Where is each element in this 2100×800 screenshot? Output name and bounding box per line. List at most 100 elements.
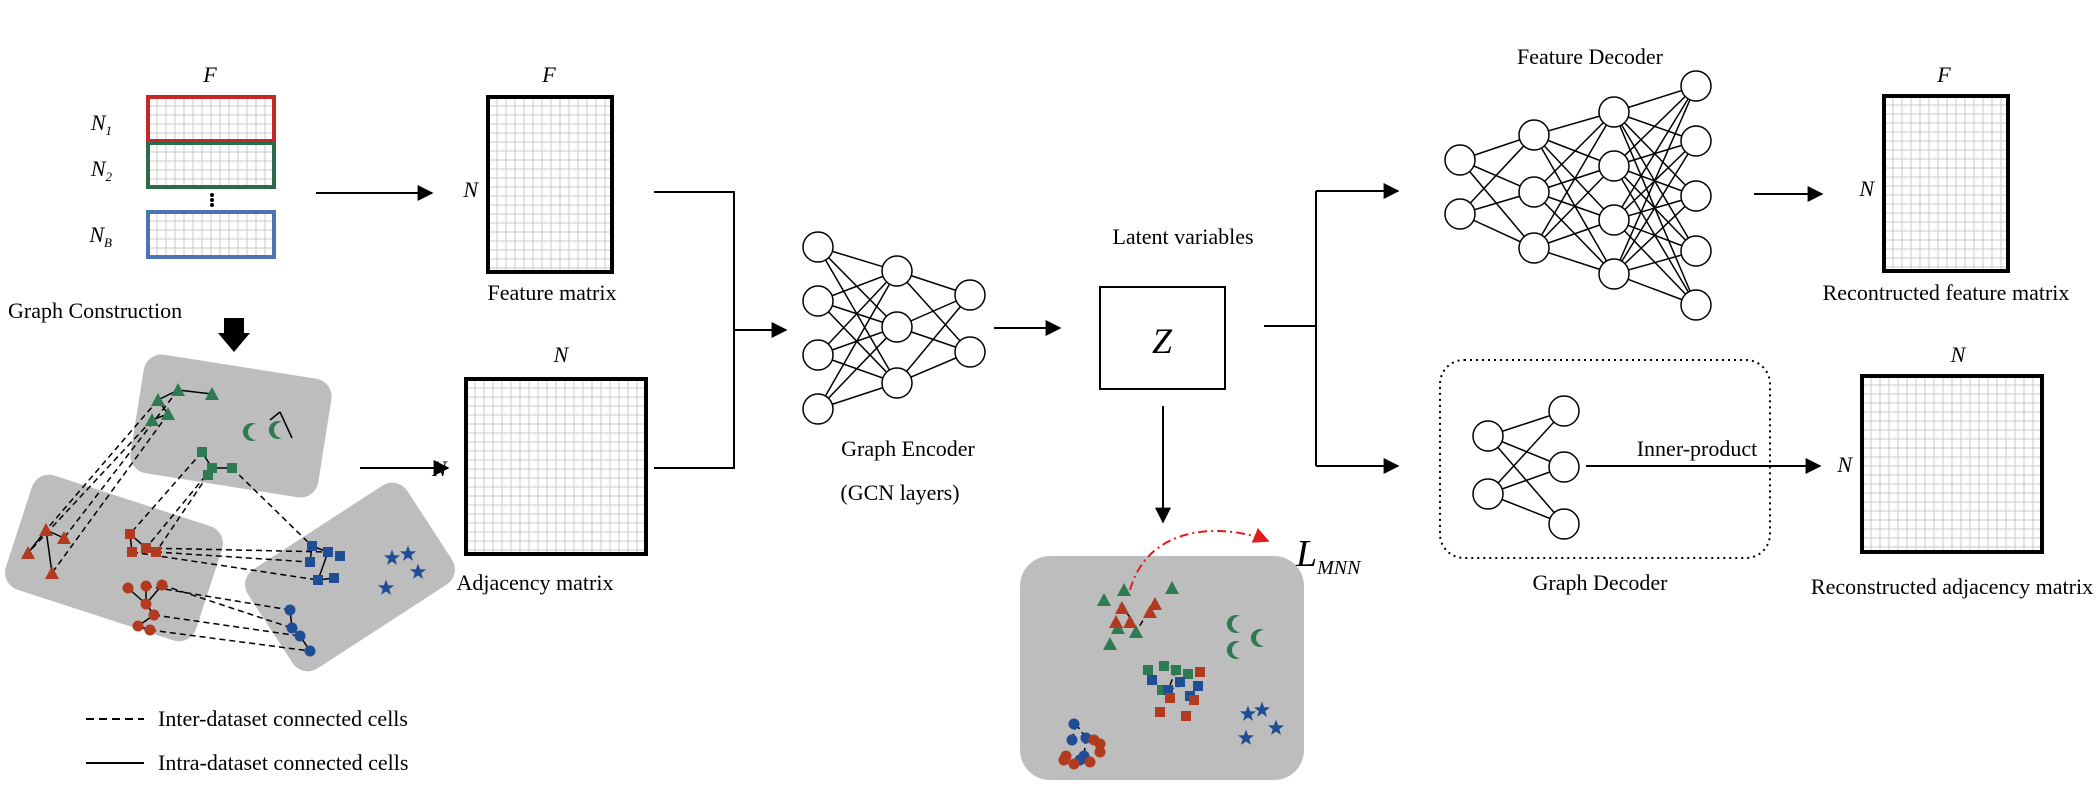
inter-dataset-edge [231, 467, 313, 547]
network-connection [1459, 134, 1535, 215]
triangle-cell [1143, 605, 1157, 618]
triangle-cell [1165, 581, 1179, 594]
triangle-cell [151, 393, 165, 406]
network-node [881, 311, 913, 343]
triangle-cell [145, 413, 159, 426]
red-dataset-panel [5, 474, 223, 642]
reconstructed-adjacency-matrix: N N Reconstructed adjacency matrix [1811, 342, 2093, 599]
square-cell [335, 551, 345, 561]
legend-intra-label: Intra-dataset connected cells [158, 750, 408, 775]
network-node [881, 367, 913, 399]
network-node [802, 393, 834, 425]
legend: Inter-dataset connected cells Intra-data… [86, 706, 408, 775]
inter-dataset-edge [45, 399, 159, 531]
triangle-cell [1097, 593, 1111, 606]
square-cell [307, 541, 317, 551]
feature-decoder-title: Feature Decoder [1517, 44, 1664, 69]
network-connection [1459, 159, 1535, 249]
network-node [1444, 144, 1476, 176]
graph-encoder-network [802, 231, 986, 425]
mnn-loss-label: LMNN [1295, 533, 1362, 579]
mnn-loss-arrow [1129, 528, 1270, 591]
blue-dataset-panel [245, 482, 455, 672]
crescent-cell [242, 423, 256, 441]
network-connection [896, 294, 971, 384]
adjacency-matrix: N Adjacency matrix [457, 342, 648, 595]
square-cell [1157, 685, 1167, 695]
square-cell [197, 447, 207, 457]
network-node [1680, 70, 1712, 102]
triangle-cell [205, 387, 219, 400]
inter-dataset-edge [149, 629, 311, 652]
network-connection [817, 270, 898, 410]
recon-feature-box [1882, 94, 2010, 273]
triangle-cell [1109, 615, 1123, 628]
network-node [1472, 420, 1504, 452]
latent-variables-title: Latent variables [1112, 224, 1253, 249]
intra-dataset-edge [45, 529, 53, 574]
network-connection [1613, 140, 1697, 275]
dataset-n2-box [146, 141, 276, 189]
square-cell [1165, 693, 1175, 703]
inter-dataset-edge [145, 547, 329, 553]
input-f-label: F [202, 62, 217, 87]
network-connection [817, 326, 898, 410]
network-node [1680, 289, 1712, 321]
recon-adjacency-caption: Reconstructed adjacency matrix [1811, 574, 2093, 599]
network-node [1518, 119, 1550, 151]
network-connection [1533, 191, 1615, 275]
circle-cell [304, 645, 316, 657]
network-node [881, 255, 913, 287]
square-cell [207, 463, 217, 473]
reconstructed-feature-matrix: F N Recontructed feature matrix [1823, 62, 2070, 305]
circle-cell [286, 622, 298, 634]
network-connection [817, 270, 898, 356]
circle-cell [122, 582, 134, 594]
feature-matrix-f-label: F [541, 62, 556, 87]
network-node [1548, 451, 1580, 483]
network-connection [1533, 134, 1615, 221]
square-cell [1181, 711, 1191, 721]
crescent-cell [1226, 615, 1240, 633]
graph-construction-panel [5, 354, 455, 672]
recon-adjacency-box [1860, 374, 2044, 554]
adjacency-matrix-n-top-label: N [553, 342, 570, 367]
feature-matrix-box [486, 95, 614, 274]
square-cell [125, 529, 135, 539]
network-node [1444, 198, 1476, 230]
network-node [1548, 395, 1580, 427]
circle-cell [1058, 754, 1070, 766]
circle-cell [1066, 734, 1078, 746]
latent-z-box [1099, 286, 1226, 390]
circle-cell [284, 604, 296, 616]
square-cell [1183, 669, 1193, 679]
bracket-to-encoder [654, 191, 735, 469]
crescent-cell [268, 421, 282, 439]
square-cell [1195, 667, 1205, 677]
inner-product-label: Inner-product [1637, 436, 1758, 461]
square-cell [1189, 695, 1199, 705]
crescent-cell [1226, 641, 1240, 659]
network-node [954, 279, 986, 311]
adjacency-n-side-label: N [431, 456, 448, 481]
circle-cell [1084, 756, 1096, 768]
recon-feature-f-label: F [1936, 62, 1951, 87]
network-connection [1487, 410, 1565, 495]
network-node [1598, 204, 1630, 236]
triangle-cell [171, 383, 185, 396]
square-cell [1163, 685, 1173, 695]
network-node [802, 231, 834, 263]
network-connection [1613, 195, 1697, 275]
circle-cell [1068, 718, 1080, 730]
circle-cell [140, 598, 152, 610]
recon-adjacency-n-side-label: N [1836, 452, 1853, 477]
inter-dataset-edge [161, 584, 293, 629]
square-cell [1171, 665, 1181, 675]
square-cell [227, 463, 237, 473]
inter-dataset-edge [155, 551, 311, 563]
n2-label: N2 [90, 156, 113, 184]
inter-dataset-edge [145, 585, 291, 611]
network-node [1680, 235, 1712, 267]
star-cell [1253, 701, 1271, 717]
network-node [1518, 232, 1550, 264]
